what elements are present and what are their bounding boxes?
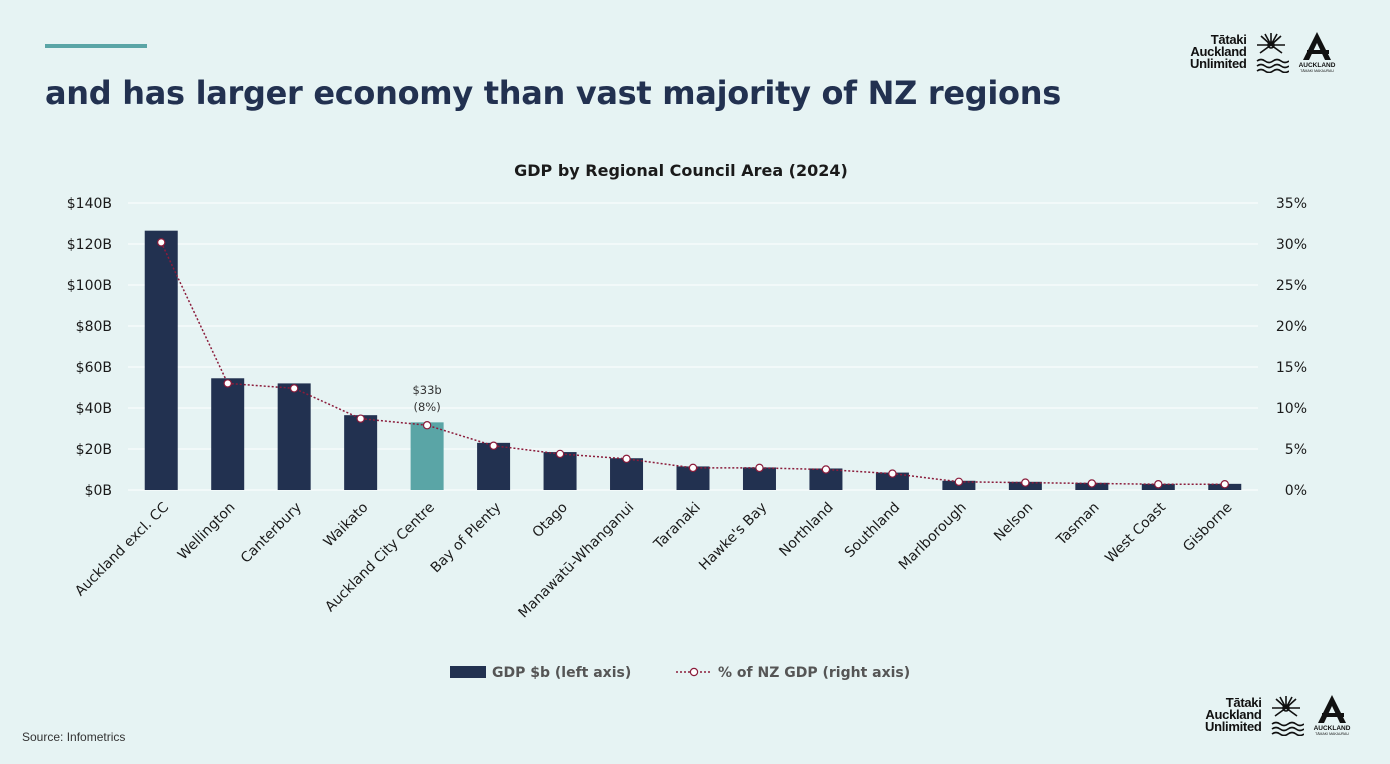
x-tick-label: Marlborough (896, 500, 970, 574)
x-tick-label: Taranaki (650, 500, 703, 553)
x-tick-label: Waikato (321, 500, 372, 551)
pct-point (422, 421, 432, 430)
logo-wordmark: Tātaki Auckland Unlimited (1190, 32, 1247, 71)
pct-point (1220, 480, 1229, 489)
logo-top: Tātaki Auckland Unlimited AUCKLAND TĀMAK… (1190, 30, 1339, 74)
x-tick-label: Nelson (991, 500, 1036, 545)
bar (477, 442, 511, 490)
y-left-tick-label: $100B (67, 278, 112, 294)
badge-subtext: TĀMAKI MAKAURAU (1300, 69, 1334, 73)
y-left-tick-label: $20B (76, 442, 112, 458)
pct-line (160, 242, 1225, 486)
y-left-tick-label: $120B (67, 237, 112, 253)
bar (809, 468, 843, 490)
annotation-pct: (8%) (414, 400, 441, 414)
pct-point (289, 384, 299, 393)
legend-line-label: % of NZ GDP (right axis) (718, 665, 910, 681)
bar (277, 383, 311, 490)
x-tick-label: Auckland City Centre (322, 500, 438, 616)
y-right-tick-label: 0% (1285, 483, 1307, 499)
chart-title: GDP by Regional Council Area (2024) (514, 161, 848, 180)
x-tick-label: Canterbury (238, 500, 305, 567)
bar (410, 422, 444, 490)
badge-text: AUCKLAND (1298, 62, 1335, 69)
legend-bar-label: GDP $b (left axis) (492, 665, 631, 681)
pct-point (157, 238, 166, 247)
x-tick-label: Southland (842, 500, 903, 561)
y-left-tick-label: $0B (85, 483, 112, 499)
pct-point (688, 463, 698, 473)
pohutukawa-icon (1271, 696, 1304, 736)
bar (543, 452, 577, 490)
legend-line-marker (689, 667, 699, 677)
pct-point (489, 441, 498, 450)
badge-subtext: TĀMAKI MAKAURAU (1315, 732, 1349, 736)
pct-point (755, 463, 764, 473)
auckland-badge-icon: AUCKLAND TĀMAKI MAKAURAU (1313, 695, 1350, 736)
pct-point (555, 449, 565, 459)
x-tick-label: Manawatū-Whanganui (516, 500, 638, 622)
y-right-tick-label: 5% (1285, 442, 1307, 458)
y-left-tick-label: $40B (76, 401, 112, 417)
bar (676, 466, 710, 490)
x-tick-label: Northland (776, 500, 836, 560)
y-right-tick-label: 20% (1276, 319, 1307, 335)
pct-point (356, 414, 365, 423)
x-tick-label: Gisborne (1180, 500, 1235, 555)
x-tick-label: West Coast (1102, 499, 1169, 566)
badge-text: AUCKLAND (1313, 725, 1350, 732)
pct-point (1087, 479, 1097, 488)
pct-point (821, 465, 831, 474)
bar (875, 472, 909, 490)
x-tick-label: Tasman (1053, 500, 1103, 550)
bar (742, 467, 776, 490)
x-tick-label: Auckland excl. CC (72, 499, 172, 599)
x-tick-label: Wellington (175, 500, 239, 564)
logo-wordmark: Tātaki Auckland Unlimited (1205, 695, 1262, 734)
pct-point (622, 454, 631, 464)
bar (344, 415, 378, 490)
pct-point (1154, 480, 1163, 489)
y-right-tick-label: 15% (1276, 360, 1307, 376)
y-right-tick-label: 25% (1276, 278, 1307, 294)
bar (144, 230, 178, 491)
legend-bar-swatch (450, 666, 486, 678)
x-tick-label: Otago (529, 500, 570, 541)
x-tick-label: Bay of Plenty (428, 500, 505, 577)
logo-bottom: Tātaki Auckland Unlimited AUCKLAND TĀMAK… (1205, 693, 1354, 737)
pohutukawa-icon (1256, 33, 1289, 73)
accent-line (45, 44, 147, 48)
y-right-tick-label: 35% (1276, 196, 1307, 212)
y-left-tick-label: $140B (67, 196, 112, 212)
x-tick-label: Hawke's Bay (696, 500, 770, 574)
y-left-tick-label: $60B (76, 360, 112, 376)
y-right-tick-label: 30% (1276, 237, 1307, 253)
bar (211, 378, 245, 490)
pct-point (223, 379, 232, 388)
pct-point (1021, 478, 1030, 487)
source-note: Source: Infometrics (22, 730, 126, 744)
bar (610, 458, 644, 490)
auckland-badge-icon: AUCKLAND TĀMAKI MAKAURAU (1298, 32, 1335, 73)
pct-point (888, 469, 897, 478)
annotation-value: $33b (412, 383, 441, 397)
y-left-tick-label: $80B (76, 319, 112, 335)
y-right-tick-label: 10% (1276, 401, 1307, 417)
pct-point (954, 477, 964, 486)
page-headline: and has larger economy than vast majorit… (45, 74, 1061, 112)
